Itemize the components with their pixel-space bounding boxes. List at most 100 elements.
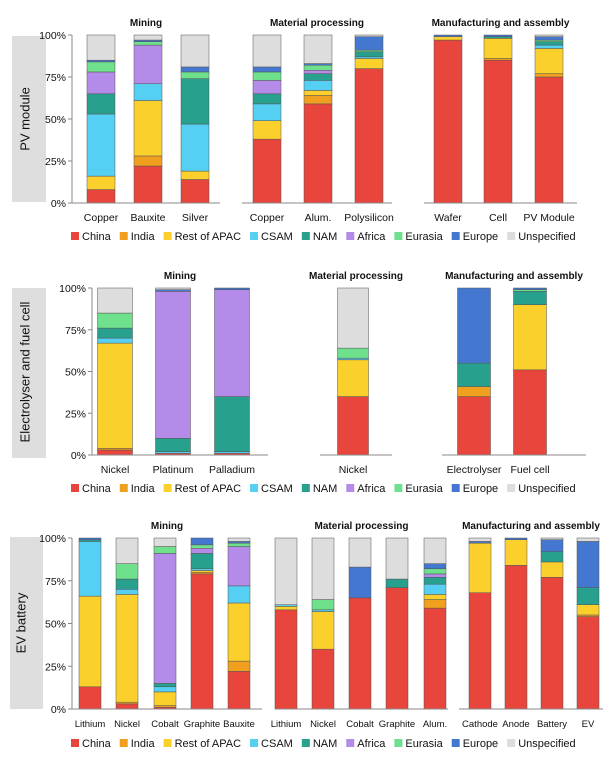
panel-2-1-bar-nickel-rest-of-apac: [97, 342, 133, 449]
panel-3-1-bar-graphite-india: [190, 571, 214, 575]
legend-label-unspecified: Unspecified: [518, 738, 575, 750]
panel-3-2-bar-alum--europe: [423, 563, 447, 570]
legend-swatch-nam: [301, 739, 310, 747]
panel-3-3-bar-ev-rest-of-apac: [576, 604, 600, 616]
panel-1-1-bar-copper-africa: [86, 71, 116, 95]
panel-1-1-bar-silver-nam: [180, 78, 210, 125]
panel-3-2-xtick-label: Lithium: [271, 719, 302, 730]
panel-1-1-xtick-label: Silver: [182, 212, 209, 224]
panel-1-3-xtick-label: PV Module: [523, 212, 575, 224]
row-label-pv-module: PV module: [17, 87, 32, 151]
panel-3-3-bar-ev-unspecified: [576, 537, 600, 542]
panel-2-1-bar-platinum-nam: [155, 438, 191, 452]
panel-2-1-bar-platinum-csam: [155, 451, 191, 454]
panel-1-1-bar-copper-csam: [86, 113, 116, 177]
legend-swatch-europe: [451, 232, 460, 240]
panel-2-1-ytick-label: 75%: [65, 325, 86, 337]
panel-3-2-bar-lithium-csam: [274, 604, 298, 607]
legend-swatch-csam: [250, 739, 259, 747]
panel-2-2-bar-nickel-rest-of-apac: [337, 359, 369, 397]
panel-1-1-bar-copper-china: [86, 189, 116, 204]
panel-3-1-bar-graphite-csam: [190, 568, 214, 571]
panel-3-3-xtick-label: Battery: [537, 719, 567, 730]
panel-3-1-xtick-label: Lithium: [75, 719, 106, 730]
panel-3-3-bar-ev-india: [576, 614, 600, 617]
panel-1-2-bar-alum--csam: [303, 80, 333, 91]
panel-3-2-bar-lithium-unspecified: [274, 537, 298, 605]
panel-1-2-bar-alum--eurasia: [303, 64, 333, 71]
legend-swatch-eurasia: [394, 739, 403, 747]
legend-swatch-csam: [250, 484, 259, 492]
panel-2-1-bar-nickel-unspecified: [97, 287, 133, 314]
panel-1-1-bar-bauxite-europe: [133, 39, 163, 42]
panel-3-2-bar-alum--india: [423, 599, 447, 609]
panel-1-1-bar-silver-europe: [180, 66, 210, 73]
panel-2-1-xtick-label: Platinum: [153, 464, 194, 476]
panel-3-1-bar-graphite-nam: [190, 553, 214, 570]
panel-3-2-bar-alum--csam: [423, 583, 447, 595]
panel-3-2-bar-nickel-china: [311, 648, 335, 710]
panel-2-2-title: Material processing: [309, 271, 403, 282]
panel-2-3-xtick-label: Electrolyser: [447, 464, 502, 476]
panel-1-1-bar-copper-unspecified: [86, 34, 116, 61]
panel-1-1-bar-silver-rest-of-apac: [180, 170, 210, 180]
panel-3-3-bar-battery-unspecified: [540, 537, 564, 540]
panel-1-3-bar-cell-china: [483, 59, 513, 204]
panel-3-3-bar-anode-china: [504, 565, 528, 710]
panel-3-3-bar-anode-rest-of-apac: [504, 539, 528, 566]
panel-3-1-bar-nickel-nam: [115, 578, 139, 590]
panel-3-2-xtick-label: Graphite: [379, 719, 415, 730]
panel-1-2-bar-copper-csam: [252, 103, 282, 121]
panel-3-3-bar-anode-europe: [504, 537, 528, 540]
legend-swatch-rest-of-apac: [163, 484, 172, 492]
panel-2-3-bar-fuel-cell-rest-of-apac: [513, 304, 547, 371]
legend-label-csam: CSAM: [261, 483, 293, 495]
panel-1-1-bar-bauxite-rest-of-apac: [133, 100, 163, 157]
row-band-pv-module: [12, 36, 46, 202]
legend-label-india: India: [131, 231, 156, 243]
panel-3-1-bar-bauxite-europe: [227, 541, 251, 544]
legend-label-europe: Europe: [463, 483, 498, 495]
panel-3-2-bar-cobalt-china: [348, 597, 372, 710]
legend-swatch-africa: [346, 232, 355, 240]
panel-3-3-bar-cathode-europe: [468, 541, 492, 544]
legend-label-india: India: [131, 483, 156, 495]
panel-1-1-ytick-label: 0%: [51, 198, 66, 210]
panel-1-3-bar-pv-module-china: [534, 76, 564, 204]
panel-3-2-bar-graphite-unspecified: [385, 537, 409, 580]
panel-1-2-bar-alum--unspecified: [303, 34, 333, 64]
panel-1-1-bar-bauxite-eurasia: [133, 41, 163, 46]
legend-label-eurasia: Eurasia: [405, 483, 443, 495]
panel-3-2-bar-nickel-rest-of-apac: [311, 611, 335, 650]
panel-3-3-bar-ev-europe: [576, 541, 600, 588]
legend-label-csam: CSAM: [261, 231, 293, 243]
panel-2-1-bar-nickel-india: [97, 448, 133, 451]
panel-2-1-ytick-label: 25%: [65, 408, 86, 420]
panel-3-1-bar-graphite-eurasia: [190, 544, 214, 549]
panel-3-1-ytick-label: 50%: [45, 619, 66, 631]
panel-2-1-bar-platinum-europe: [155, 289, 191, 292]
panel-1-2-bar-copper-africa: [252, 80, 282, 95]
panel-1-3-bar-wafer-europe: [433, 34, 463, 37]
panel-3-1-bar-cobalt-africa: [153, 553, 177, 684]
panel-2-2-bar-nickel-unspecified: [337, 287, 369, 349]
legend-swatch-india: [119, 232, 128, 240]
panel-2-2-bar-nickel-csam: [337, 357, 369, 361]
legend-swatch-unspecified: [507, 232, 516, 240]
panel-2-1-bar-nickel-csam: [97, 337, 133, 344]
panel-2-1-xtick-label: Palladium: [209, 464, 255, 476]
panel-3-2-bar-graphite-china: [385, 587, 409, 710]
panel-2-3-bar-electrolyser-europe: [457, 287, 491, 364]
panel-3-1-bar-graphite-rest-of-apac: [190, 570, 214, 573]
panel-1-1-bar-copper-europe: [86, 59, 116, 63]
panel-1-3-bar-pv-module-rest-of-apac: [534, 48, 564, 74]
legend-label-nam: NAM: [313, 483, 337, 495]
legend-swatch-rest-of-apac: [163, 739, 172, 747]
panel-2-1-ytick-label: 100%: [59, 283, 86, 295]
panel-1-3-bar-cell-europe: [483, 34, 513, 37]
panel-3-1-xtick-label: Cobalt: [151, 719, 179, 730]
legend-label-china: China: [82, 483, 112, 495]
panel-1-2-xtick-label: Copper: [250, 212, 285, 224]
panel-1-1-bar-copper-nam: [86, 93, 116, 115]
